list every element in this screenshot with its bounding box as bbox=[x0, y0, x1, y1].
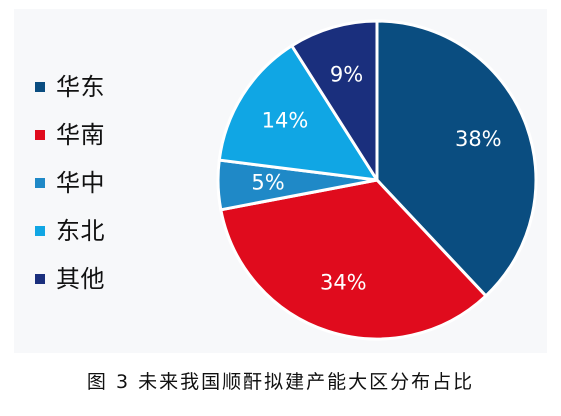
legend-item-central-china: 华中 bbox=[35, 166, 105, 200]
legend-label-other: 其他 bbox=[56, 265, 105, 293]
data-label-northeast: 14% bbox=[262, 109, 309, 133]
pie-slice-other bbox=[290, 19, 379, 182]
pie-chart: 38% 34% 5% 14% 9% bbox=[216, 19, 538, 341]
legend-label-central-china: 华中 bbox=[56, 169, 105, 197]
legend-label-east-china: 华东 bbox=[56, 73, 105, 101]
legend-label-south-china: 华南 bbox=[56, 121, 105, 149]
data-label-south-china: 34% bbox=[320, 271, 367, 295]
pie-slice-east-china bbox=[375, 19, 538, 298]
pie-slice-south-china bbox=[219, 178, 488, 341]
legend-swatch-central-china bbox=[35, 178, 45, 188]
legend-swatch-south-china bbox=[35, 130, 45, 140]
legend-swatch-northeast bbox=[35, 226, 45, 236]
legend-item-northeast: 东北 bbox=[35, 214, 105, 248]
pie-slice-northeast bbox=[217, 44, 379, 182]
legend-swatch-other bbox=[35, 274, 45, 284]
data-label-east-china: 38% bbox=[455, 127, 502, 151]
legend-label-northeast: 东北 bbox=[56, 217, 105, 245]
chart-caption: 图 3 未来我国顺酐拟建产能大区分布占比 bbox=[86, 371, 475, 393]
data-label-central-china: 5% bbox=[251, 170, 284, 194]
data-label-other: 9% bbox=[330, 62, 363, 86]
legend-item-other: 其他 bbox=[35, 262, 105, 296]
legend-item-east-china: 华东 bbox=[35, 70, 105, 104]
pie-chart-container: 38% 34% 5% 14% 9% bbox=[216, 19, 538, 341]
legend-swatch-east-china bbox=[35, 82, 45, 92]
pie-slices bbox=[216, 19, 538, 341]
pie-data-labels: 38% 34% 5% 14% 9% bbox=[251, 62, 501, 294]
legend-item-south-china: 华南 bbox=[35, 118, 105, 152]
